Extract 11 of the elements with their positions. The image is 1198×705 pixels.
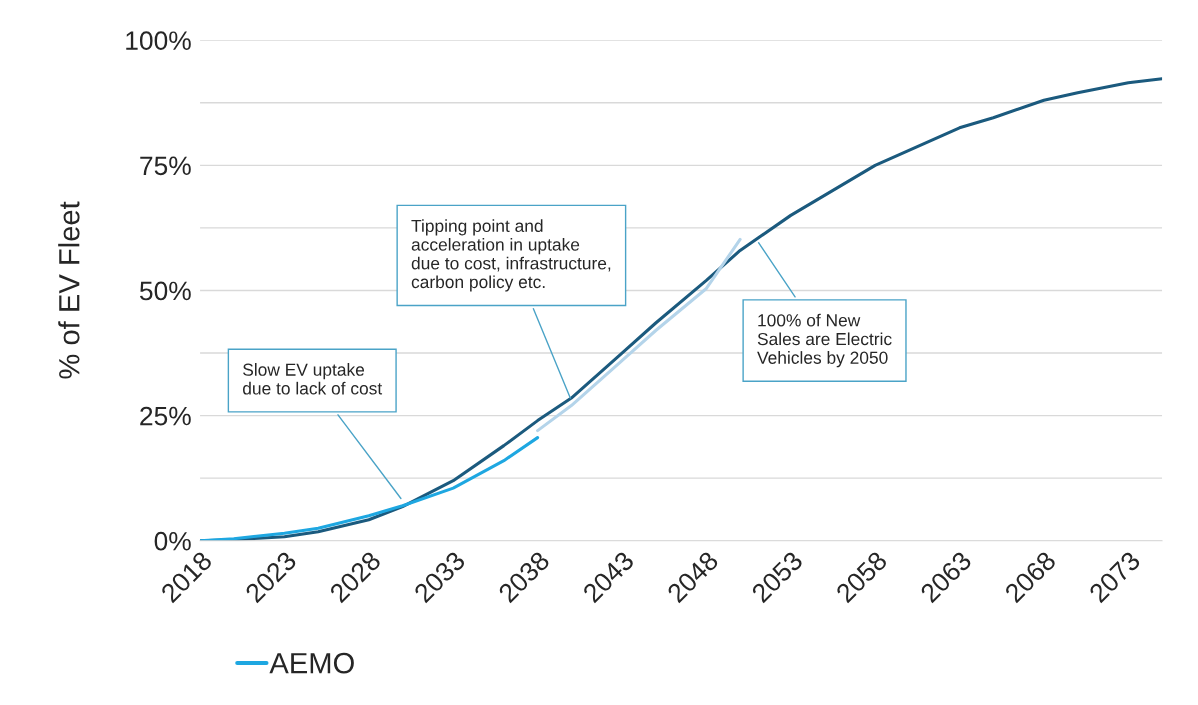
legend-label: AEMO [269, 652, 354, 674]
line-series [200, 436, 540, 541]
y-tick-label: 50% [139, 281, 191, 301]
y-tick-label: 25% [140, 406, 191, 426]
annotation: Tipping point and acceleration in uptake due to cost, infrastructure, carbon policy etc. [411, 219, 611, 292]
y-tick-label: 0% [154, 531, 191, 551]
y-axis-title: % of EV Fleet [58, 201, 80, 379]
y-tick-label: 100% [126, 31, 191, 51]
annotation: Slow EV uptake due to lack of cost [242, 363, 383, 395]
annotation: 100% of New Sales are Electric Vehicles by 2050 [757, 313, 892, 368]
y-tick-label: 75% [140, 156, 191, 176]
